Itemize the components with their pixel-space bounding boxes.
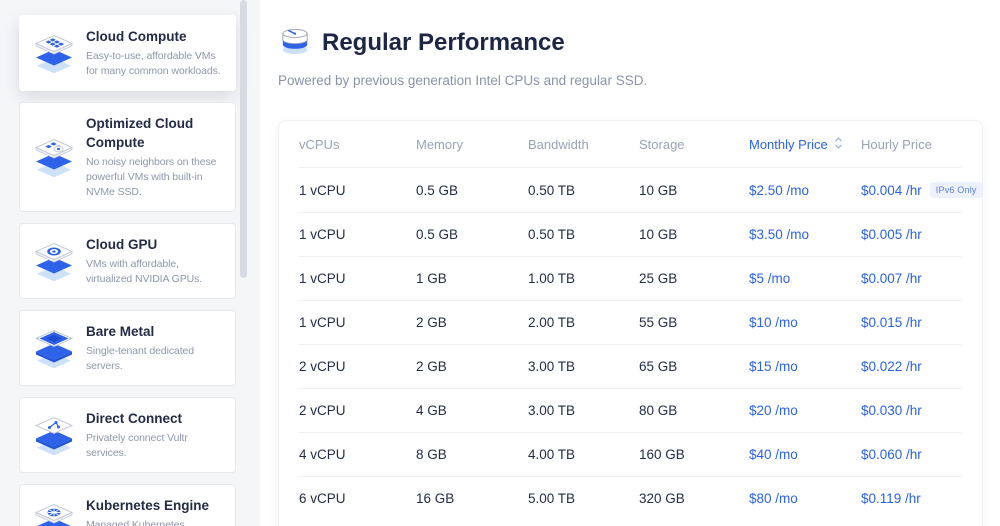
plan-row: 1 vCPU 0.5 GB 0.50 TB 10 GB $3.50 /mo $0… [299,212,962,256]
sidebar-item-cloud-compute[interactable]: Cloud Compute Easy-to-use, affordable VM… [19,15,236,91]
memory-cell: 2 GB [416,359,447,374]
sidebar-item-title: Kubernetes Engine [86,498,210,513]
monthly-price-cell: $5 /mo [749,271,791,286]
plan-row: 6 vCPU 16 GB 5.00 TB 320 GB $80 /mo $0.1… [299,476,962,520]
monthly-price-cell: $40 /mo [749,447,798,462]
sidebar-item-cloud-gpu[interactable]: Cloud GPU VMs with affordable, virtualiz… [19,223,236,299]
monthly-price-cell: $20 /mo [749,403,798,418]
plan-row: 2 vCPU 2 GB 3.00 TB 65 GB $15 /mo $0.022… [299,344,962,388]
plan-row: 1 vCPU 0.5 GB 0.50 TB 10 GB $2.50 /mo $0… [299,168,983,212]
sidebar-item-title: Optimized Cloud Compute [86,116,194,150]
vcpus-cell: 1 vCPU [299,182,346,198]
column-header-monthly-price[interactable]: Monthly Price [749,136,861,153]
hourly-price-cell: $0.007 /hr [861,271,922,286]
sidebar-item-description: Managed Kubernetes clusters. [86,519,185,526]
hourly-price-cell: $0.005 /hr [861,227,922,242]
bandwidth-cell: 3.00 TB [528,403,576,418]
hourly-price-cell: $0.119 /hr [861,491,921,506]
hourly-price-cell: $0.015 /hr [861,315,922,330]
column-header-memory: Memory [416,136,463,152]
sidebar-item-description: Easy-to-use, affordable VMs for many com… [86,50,221,77]
sort-icon[interactable] [834,136,843,153]
memory-cell: 0.5 GB [416,182,459,198]
hourly-price-cell: $0.030 /hr [861,403,922,418]
vcpus-cell: 1 vCPU [299,227,346,242]
storage-cell: 80 GB [639,403,678,418]
memory-cell: 0.5 GB [416,227,459,242]
sidebar-scrollbar-thumb[interactable] [240,0,247,278]
plan-subtitle: Powered by previous generation Intel CPU… [278,73,648,88]
storage-cell: 160 GB [639,447,685,462]
monthly-price-cell: $80 /mo [749,491,798,506]
sidebar-item-kubernetes-engine[interactable]: Kubernetes Engine Managed Kubernetes clu… [19,484,236,526]
memory-cell: 2 GB [416,315,447,330]
sidebar-item-description: No noisy neighbors on these powerful VMs… [86,156,217,198]
page-title: Regular Performance [322,29,565,56]
sidebar-item-description: Single-tenant dedicated servers. [86,345,195,372]
plan-row: 2 vCPU 4 GB 3.00 TB 80 GB $20 /mo $0.030… [299,388,962,432]
sidebar-item-optimized-cloud-compute[interactable]: Optimized Cloud Compute No noisy neighbo… [19,102,236,212]
hourly-price-cell: $0.022 /hr [861,359,922,374]
ipv6-only-badge: IPv6 Only [929,182,983,198]
sidebar-item-description: VMs with affordable, virtualized NVIDIA … [86,258,203,285]
memory-cell: 8 GB [416,447,447,462]
bandwidth-cell: 1.00 TB [528,271,576,286]
storage-cell: 25 GB [639,271,678,286]
storage-cell: 320 GB [639,491,685,506]
sidebar-item-title: Bare Metal [86,324,155,339]
vcpus-cell: 4 vCPU [299,447,346,462]
sidebar-item-title: Cloud Compute [86,29,187,44]
monthly-price-cell: $10 /mo [749,315,798,330]
vcpus-cell: 2 vCPU [299,403,346,418]
column-header-vcpus: vCPUs [299,136,340,152]
monthly-price-label: Monthly Price [749,136,828,152]
bandwidth-cell: 5.00 TB [528,491,576,506]
plan-header: Regular Performance [278,28,1000,58]
kubernetes-engine-icon [32,500,76,526]
plan-row: 1 vCPU 1 GB 1.00 TB 25 GB $5 /mo $0.007 … [299,256,962,300]
cloud-compute-icon [32,31,76,75]
column-header-storage: Storage [639,136,685,152]
sidebar-item-direct-connect[interactable]: Direct Connect Privately connect Vultr s… [19,397,236,473]
sidebar-item-title: Cloud GPU [86,237,158,252]
vcpus-cell: 2 vCPU [299,359,346,374]
sidebar-item-bare-metal[interactable]: Bare Metal Single-tenant dedicated serve… [19,310,236,386]
monthly-price-cell: $15 /mo [749,359,798,374]
sidebar-item-description: Privately connect Vultr services. [86,432,188,459]
bare-metal-icon [32,326,76,370]
storage-cell: 10 GB [639,182,678,198]
memory-cell: 16 GB [416,491,455,506]
bandwidth-cell: 4.00 TB [528,447,576,462]
storage-cell: 65 GB [639,359,678,374]
plan-detail-panel: Regular Performance Powered by previous … [260,0,1000,526]
direct-connect-icon [32,413,76,457]
column-header-bandwidth: Bandwidth [528,136,589,152]
bandwidth-cell: 0.50 TB [528,182,576,198]
monthly-price-cell: $3.50 /mo [749,227,810,242]
plan-row: 4 vCPU 8 GB 4.00 TB 160 GB $40 /mo $0.06… [299,432,962,476]
vcpus-cell: 1 vCPU [299,315,346,330]
product-sidebar: Cloud Compute Easy-to-use, affordable VM… [0,0,260,526]
bandwidth-cell: 3.00 TB [528,359,576,374]
memory-cell: 1 GB [416,271,447,286]
cloud-gpu-icon [32,239,76,283]
sidebar-item-title: Direct Connect [86,411,183,426]
vcpus-cell: 6 vCPU [299,491,346,506]
monthly-price-cell: $2.50 /mo [749,182,810,198]
hourly-price-cell: $0.004 /hr [861,182,922,198]
performance-gauge-icon [278,26,312,61]
storage-cell: 10 GB [639,227,678,242]
bandwidth-cell: 0.50 TB [528,227,576,242]
hourly-price-cell: $0.060 /hr [861,447,922,462]
optimized-cloud-compute-icon [32,135,76,179]
column-header-hourly-price: Hourly Price [861,136,932,152]
bandwidth-cell: 2.00 TB [528,315,576,330]
plan-row: 1 vCPU 2 GB 2.00 TB 55 GB $10 /mo $0.015… [299,300,962,344]
memory-cell: 4 GB [416,403,447,418]
storage-cell: 55 GB [639,315,678,330]
pricing-table: vCPUs Memory Bandwidth Storage Monthly P… [278,120,983,526]
pricing-table-header-row: vCPUs Memory Bandwidth Storage Monthly P… [299,121,962,168]
vcpus-cell: 1 vCPU [299,271,346,286]
